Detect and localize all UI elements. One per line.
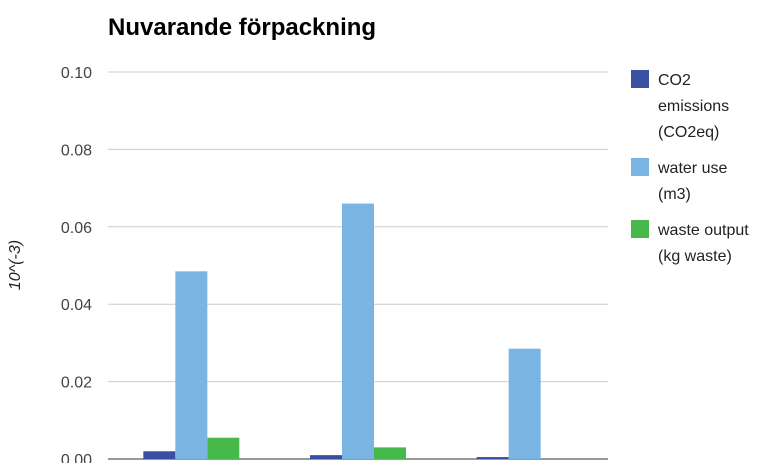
y-tick-label: 0.08 <box>61 142 92 159</box>
legend-swatch <box>631 158 649 176</box>
bar <box>508 348 541 459</box>
bar <box>207 437 240 459</box>
y-axis-label: 10^(-3) <box>7 240 24 290</box>
y-tick-label: 0.04 <box>61 297 92 314</box>
bar <box>175 271 208 459</box>
y-tick-label: 0.06 <box>61 220 92 237</box>
y-tick-label: 0.10 <box>61 65 92 82</box>
legend-swatch <box>631 70 649 88</box>
bar <box>374 447 406 459</box>
legend-label: (CO2eq) <box>658 124 719 141</box>
legend-label: water use <box>657 160 727 177</box>
legend-swatch <box>631 220 649 238</box>
legend-label: (kg waste) <box>658 248 732 265</box>
legend-label: emissions <box>658 98 729 115</box>
legend-label: waste output <box>657 222 749 239</box>
legend-label: (m3) <box>658 186 691 203</box>
chart-title: Nuvarande förpackning <box>108 14 376 41</box>
y-axis-ticks: 0.00 0.02 0.04 0.06 0.08 0.10 <box>61 65 92 463</box>
bars <box>143 203 541 459</box>
bar <box>143 451 176 459</box>
bar <box>342 203 374 459</box>
y-tick-label: 0.00 <box>61 452 92 463</box>
legend: CO2 emissions (CO2eq) water use (m3) waste ou… <box>631 70 749 265</box>
y-tick-label: 0.02 <box>61 375 92 392</box>
legend-label: CO2 <box>658 72 691 89</box>
bar <box>476 457 509 459</box>
bar <box>310 455 342 459</box>
